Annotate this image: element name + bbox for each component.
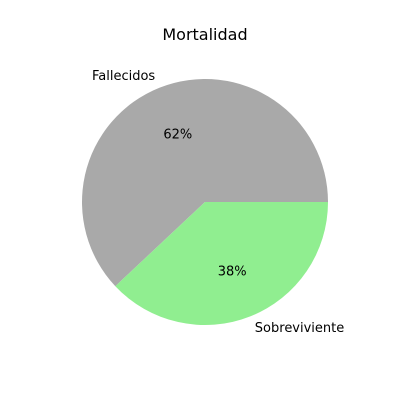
pie-labels: Fallecidos 62% Sobreviviente 38% xyxy=(92,69,344,336)
pie-slice-sobreviviente xyxy=(115,202,329,325)
slice-label-fallecidos: Fallecidos xyxy=(92,69,155,84)
slice-percent-sobreviviente: 38% xyxy=(218,265,247,280)
pie-slices xyxy=(81,78,329,325)
chart-title: Mortalidad xyxy=(162,25,247,44)
pie-slice-fallecidos xyxy=(81,78,328,287)
slice-label-sobreviviente: Sobreviviente xyxy=(255,321,344,336)
slice-percent-fallecidos: 62% xyxy=(163,127,192,142)
